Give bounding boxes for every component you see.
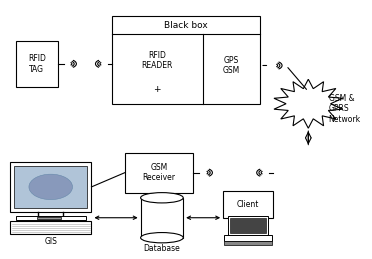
FancyBboxPatch shape [224,235,272,241]
FancyBboxPatch shape [10,162,92,212]
FancyBboxPatch shape [16,215,86,220]
Text: Database: Database [144,243,180,253]
Text: GSM &
GPRS
Network: GSM & GPRS Network [329,94,361,124]
Text: Client: Client [237,200,259,209]
Text: RFID
READER: RFID READER [142,51,173,70]
Ellipse shape [141,233,183,243]
Ellipse shape [29,174,73,200]
FancyBboxPatch shape [16,41,58,87]
Text: GSM
Receiver: GSM Receiver [142,163,176,182]
FancyBboxPatch shape [37,217,61,219]
Ellipse shape [141,193,183,203]
Text: RFID
TAG: RFID TAG [28,54,46,74]
Text: GIS: GIS [44,237,57,246]
FancyBboxPatch shape [112,16,260,104]
FancyBboxPatch shape [125,153,193,193]
Polygon shape [274,79,343,128]
FancyBboxPatch shape [141,198,183,238]
Text: +: + [154,85,161,94]
Text: Black box: Black box [164,21,208,30]
FancyBboxPatch shape [230,218,266,233]
FancyBboxPatch shape [10,221,92,234]
FancyBboxPatch shape [223,191,273,218]
FancyBboxPatch shape [15,166,87,208]
FancyBboxPatch shape [224,241,272,245]
Text: GPS
GSM: GPS GSM [223,56,240,75]
FancyBboxPatch shape [228,216,269,235]
